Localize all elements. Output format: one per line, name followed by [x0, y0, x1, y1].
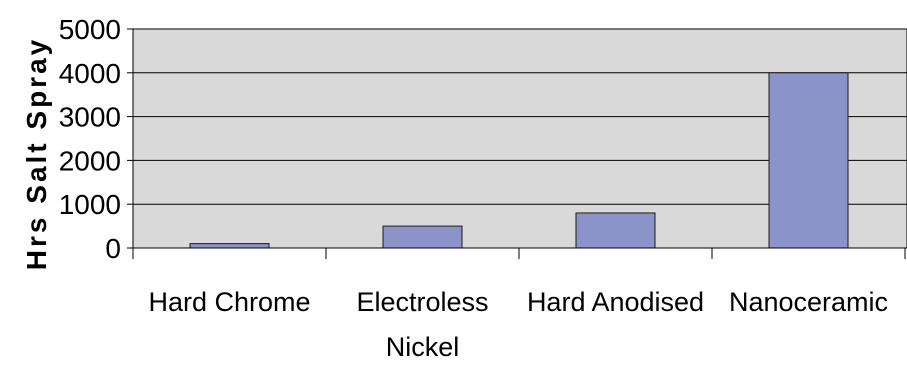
y-tick-label: 5000	[59, 14, 121, 45]
y-axis-label: Hrs Salt Spray	[21, 37, 52, 270]
x-tick-label: Hard Anodised	[527, 287, 704, 317]
bar	[189, 243, 270, 249]
x-tick-label: Nickel	[386, 332, 460, 362]
y-tick-label: 3000	[59, 102, 121, 133]
y-tick-labels: 0 1000 2000 3000 4000 5000	[59, 14, 121, 264]
bar	[382, 225, 463, 249]
bar	[768, 72, 849, 249]
x-tick-labels: Hard Chrome Electroless Nickel Hard Anodise…	[148, 287, 888, 362]
x-tick-label: Electroless	[356, 287, 488, 317]
y-tick-label: 4000	[59, 58, 121, 89]
x-tick-label: Nanoceramic	[729, 287, 888, 317]
axes	[127, 28, 907, 259]
bar	[575, 212, 656, 249]
y-tick-label: 0	[105, 233, 121, 264]
y-tick-label: 1000	[59, 189, 121, 220]
x-tick-label: Hard Chrome	[148, 287, 310, 317]
y-tick-label: 2000	[59, 145, 121, 176]
